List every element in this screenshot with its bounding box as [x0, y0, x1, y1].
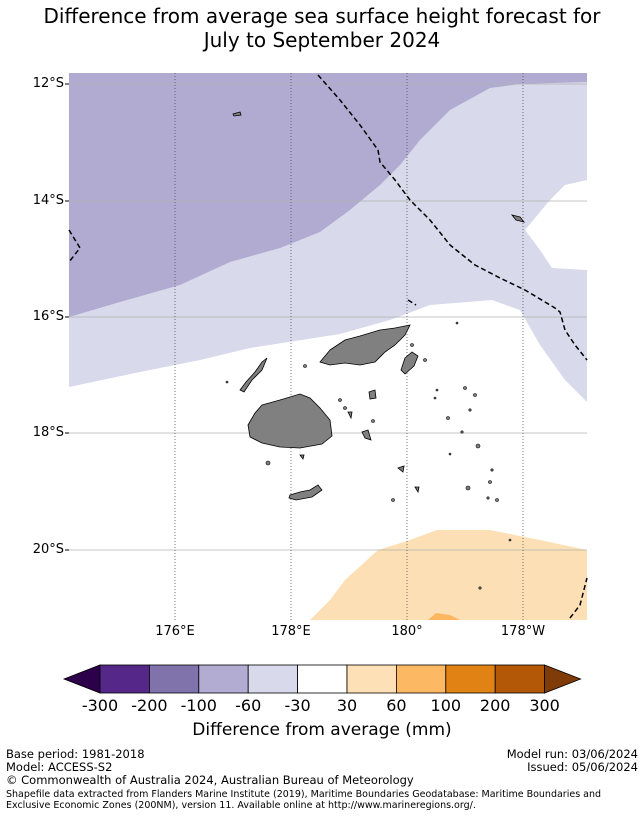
colorbar-swatch	[395, 664, 447, 694]
island-northeast	[510, 214, 526, 223]
island-southern-lau	[414, 486, 420, 494]
model-name: Model: ACCESS-S2	[6, 760, 113, 774]
copyright: © Commonwealth of Australia 2024, Austra…	[6, 773, 414, 787]
island-viti-levu	[247, 393, 333, 449]
lon-label-178e: 178°E	[271, 624, 311, 639]
islet	[468, 408, 472, 412]
island-kadavu	[288, 484, 323, 501]
islet	[463, 386, 467, 390]
islet	[410, 343, 414, 347]
model-run-date: Model run: 03/06/2024	[506, 747, 638, 761]
lon-label-176e: 176°E	[155, 624, 195, 639]
islet	[478, 586, 482, 590]
colorbar-swatch	[445, 664, 496, 694]
colorbar-swatch	[148, 664, 200, 694]
base-period: Base period: 1981-2018	[6, 747, 145, 761]
islet	[338, 398, 342, 402]
colorbar-swatch	[297, 664, 348, 694]
eez-boundary-west	[68, 229, 81, 263]
latitude-gridlines	[69, 83, 587, 551]
colorbar-swatch	[247, 664, 298, 694]
axis-ticks	[65, 83, 69, 551]
islet	[343, 406, 347, 410]
island-koro	[368, 389, 377, 400]
lon-label-180: 180°	[391, 624, 423, 639]
islet	[371, 419, 375, 423]
island-gau	[361, 429, 372, 441]
island-rotuma	[232, 111, 242, 117]
islet	[465, 485, 471, 491]
colorbar-swatch	[198, 664, 249, 694]
island-taveuni	[400, 351, 419, 375]
colorbar-swatch	[99, 664, 150, 694]
colorbar-tick-label: 30	[336, 696, 358, 715]
lat-label-18s: 18°S	[32, 425, 64, 440]
islet	[490, 468, 494, 472]
colorbar-tick-label: -300	[81, 696, 119, 715]
islet	[433, 396, 437, 400]
colorbar-label: Difference from average (mm)	[192, 720, 452, 740]
islet	[460, 430, 464, 434]
colorbar-tick-label: -60	[235, 696, 262, 715]
islet	[225, 380, 229, 384]
region-60-to-100	[428, 613, 460, 620]
colorbar-tick-label: -100	[180, 696, 217, 715]
lon-label-178w: 178°W	[500, 624, 546, 639]
islet	[486, 496, 490, 500]
title-line-2: July to September 2024	[203, 28, 441, 52]
title-line-1: Difference from average sea surface heig…	[43, 4, 601, 28]
colorbar-swatch	[346, 664, 397, 694]
colorbar-tick-label: -30	[284, 696, 311, 715]
colorbar-swatches	[62, 664, 582, 694]
islet	[448, 452, 452, 456]
colorbar-tick-label: 100	[430, 696, 462, 715]
colorbar-tick-label: 60	[386, 696, 407, 715]
islet	[435, 388, 439, 392]
map-title: Difference from average sea surface heig…	[0, 4, 644, 52]
footer-right: Model run: 03/06/2024 Issued: 05/06/2024	[507, 748, 638, 774]
colorbar-tick-label: 200	[479, 696, 511, 715]
islet	[508, 538, 512, 542]
region-30-to-60	[310, 530, 587, 620]
small-islets	[225, 321, 512, 590]
longitude-gridlines	[174, 73, 524, 620]
islet	[446, 416, 450, 420]
lat-label-14s: 14°S	[32, 193, 64, 208]
island-moala	[347, 411, 353, 420]
islet	[488, 480, 492, 484]
islet	[475, 443, 481, 449]
islet	[495, 498, 499, 502]
eez-boundary-mid	[407, 299, 417, 306]
lat-label-12s: 12°S	[32, 76, 64, 91]
land-masses	[232, 111, 526, 501]
islet	[391, 498, 395, 502]
lat-label-16s: 16°S	[32, 309, 64, 324]
region-white-east	[525, 180, 587, 270]
island-lakeba	[397, 465, 405, 473]
island-vanua-levu	[319, 324, 411, 366]
islet	[423, 358, 427, 362]
colorbar-extend-low	[62, 664, 101, 694]
islet	[473, 393, 477, 397]
colorbar-extend-high	[544, 664, 582, 694]
eez-boundary	[68, 74, 588, 619]
island-ono	[299, 454, 305, 460]
islet	[303, 364, 307, 368]
islet	[265, 460, 271, 466]
colorbar-tick-label: -200	[131, 696, 168, 715]
colorbar-swatch	[494, 664, 546, 694]
islet	[455, 321, 459, 325]
footer-left: Base period: 1981-2018 Model: ACCESS-S2 …	[6, 748, 414, 787]
sea-level-map	[65, 73, 588, 620]
shapefile-note: Shapefile data extracted from Flanders M…	[6, 789, 602, 811]
issued-date: Issued: 05/06/2024	[527, 760, 638, 774]
region-minus100-to-minus60	[69, 73, 587, 317]
eez-boundary-southeast	[569, 577, 588, 619]
lat-label-20s: 20°S	[32, 542, 64, 557]
island-yasawa	[239, 357, 268, 393]
colorbar-tick-label: 300	[529, 696, 560, 715]
eez-boundary-main	[317, 74, 588, 361]
